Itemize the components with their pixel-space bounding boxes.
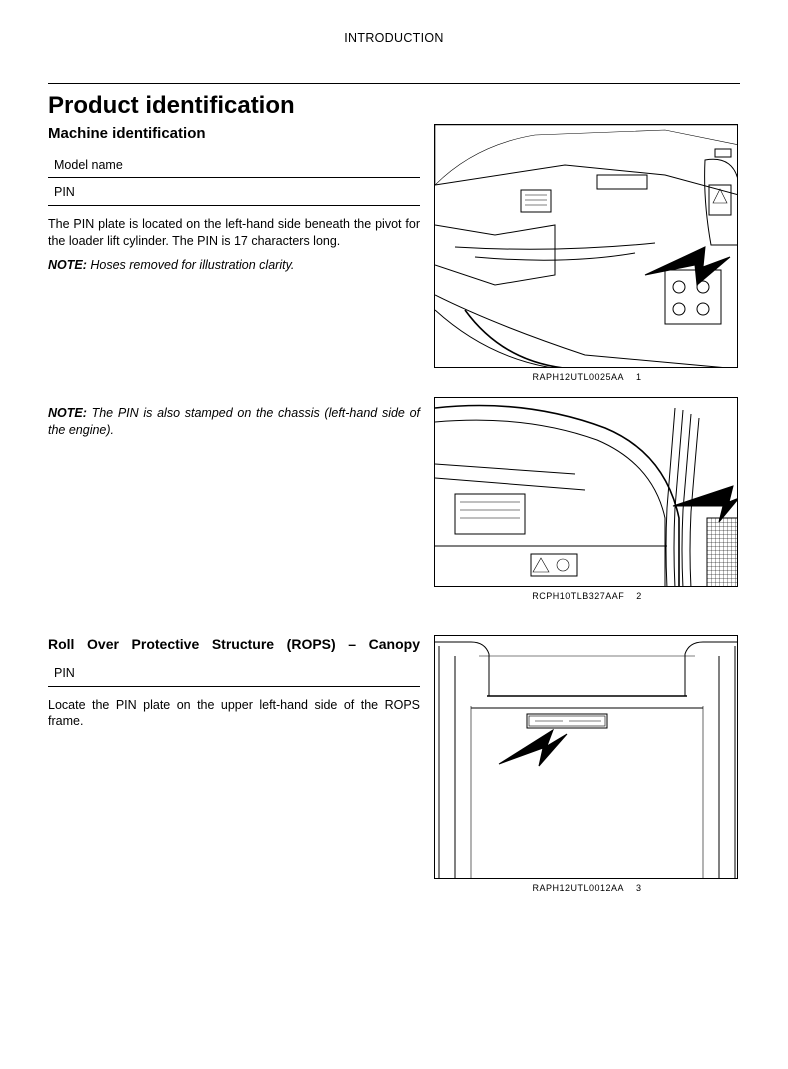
figure-1-caption: RAPH12UTL0025AA1 [434, 371, 740, 383]
page-header: INTRODUCTION [48, 30, 740, 47]
figure-2 [434, 397, 738, 587]
machine-id-heading: Machine identification [48, 124, 420, 144]
top-rule [48, 83, 740, 84]
figure-3 [434, 635, 738, 879]
rops-body: Locate the PIN plate on the upper left-h… [48, 697, 420, 730]
section-rops: Roll Over Protective Structure (ROPS) – … [48, 635, 740, 908]
page-title: Product identification [48, 90, 740, 122]
note-chassis: NOTE: The PIN is also stamped on the cha… [48, 405, 420, 439]
model-name-field: Model name [48, 151, 420, 179]
pin-field: PIN [48, 178, 420, 206]
section-machine-id: Machine identification Model name PIN Th… [48, 124, 740, 397]
figure-2-caption: RCPH10TLB327AAF2 [434, 590, 740, 602]
rops-pin-field: PIN [48, 659, 420, 687]
section-pin-chassis: NOTE: The PIN is also stamped on the cha… [48, 397, 740, 616]
note-hoses: NOTE: Hoses removed for illustration cla… [48, 257, 420, 274]
figure-3-caption: RAPH12UTL0012AA3 [434, 882, 740, 894]
figure-1 [434, 124, 738, 368]
pin-location-text: The PIN plate is located on the left-han… [48, 216, 420, 249]
rops-heading: Roll Over Protective Structure (ROPS) – … [48, 635, 420, 653]
